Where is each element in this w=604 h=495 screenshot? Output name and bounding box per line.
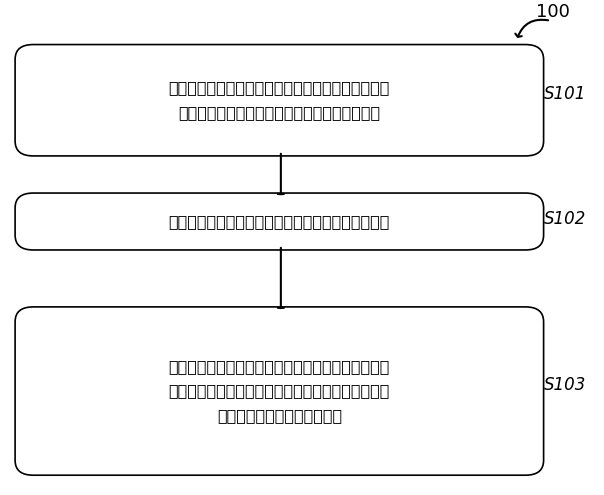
FancyBboxPatch shape: [15, 193, 544, 250]
FancyBboxPatch shape: [15, 307, 544, 475]
Text: 根据所述定位参照物的位置信息、所述动脉分割结果
和所述静脉分割结果，确定所述动脉网络和所述静脉
网络中关键点的结构属性信息: 根据所述定位参照物的位置信息、所述动脉分割结果 和所述静脉分割结果，确定所述动脉…: [169, 359, 390, 423]
FancyBboxPatch shape: [15, 45, 544, 156]
Text: S102: S102: [544, 210, 586, 228]
Text: S101: S101: [544, 85, 586, 103]
Text: 100: 100: [536, 3, 570, 21]
Text: 获取所述视网膜眼底图像中的定位参照物的位置信息: 获取所述视网膜眼底图像中的定位参照物的位置信息: [169, 214, 390, 229]
Text: 利用预训练的动静脉分割模型对所述视网膜眼底图像
进行处理，以得到动脉分割结果和静脉分割结果: 利用预训练的动静脉分割模型对所述视网膜眼底图像 进行处理，以得到动脉分割结果和静…: [169, 80, 390, 120]
Text: S103: S103: [544, 376, 586, 394]
